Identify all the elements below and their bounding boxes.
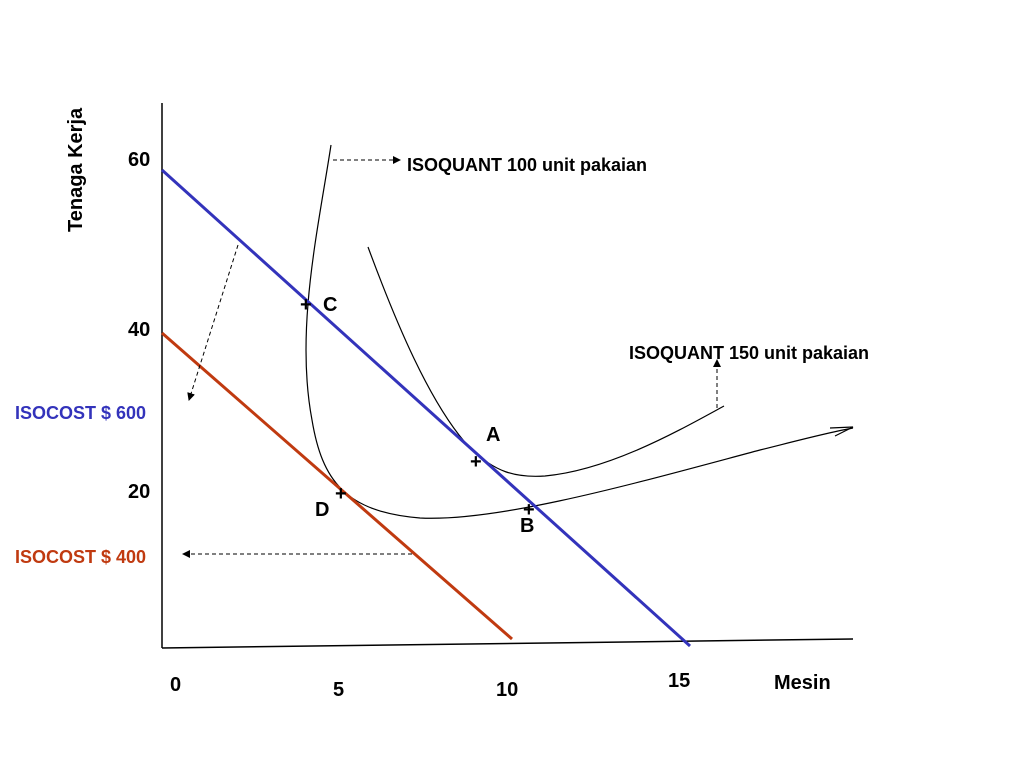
x-axis-label: Mesin — [774, 672, 831, 694]
isocost-600-label: ISOCOST $ 600 — [15, 403, 146, 423]
isoquant-150-label: ISOQUANT 150 unit pakaian — [629, 343, 869, 363]
isoquant-150-curve — [367, 246, 725, 477]
x-tick-label-5: 5 — [333, 679, 344, 701]
point-c-label: C — [323, 294, 337, 316]
y-tick-label-20: 20 — [128, 481, 150, 503]
isoquant-100-curve — [305, 144, 854, 519]
point-c-marker: + — [300, 294, 312, 316]
y-tick-label-40: 40 — [128, 319, 150, 341]
point-a-label: A — [486, 424, 500, 446]
x-tick-label-0: 0 — [170, 674, 181, 696]
point-a-marker: + — [470, 451, 482, 473]
y-tick-label-60: 60 — [128, 149, 150, 171]
x-tick-label-10: 10 — [496, 679, 518, 701]
point-b-label: B — [520, 515, 534, 537]
isoquant-100-label: ISOQUANT 100 unit pakaian — [407, 155, 647, 175]
isoquant-100-curve-tip — [829, 426, 854, 437]
x-tick-label-15: 15 — [668, 670, 690, 692]
isocost-400-label: ISOCOST $ 400 — [15, 547, 146, 567]
point-d-label: D — [315, 499, 329, 521]
isocost-600-line — [160, 168, 692, 648]
point-b-marker: + — [523, 499, 535, 521]
point-d-marker: + — [335, 483, 347, 505]
y-axis-label: Tenaga Kerja — [65, 107, 87, 232]
isocost-600-pointer-arrow — [187, 244, 239, 401]
x-axis — [161, 638, 854, 649]
isocost-400-line — [161, 331, 513, 641]
